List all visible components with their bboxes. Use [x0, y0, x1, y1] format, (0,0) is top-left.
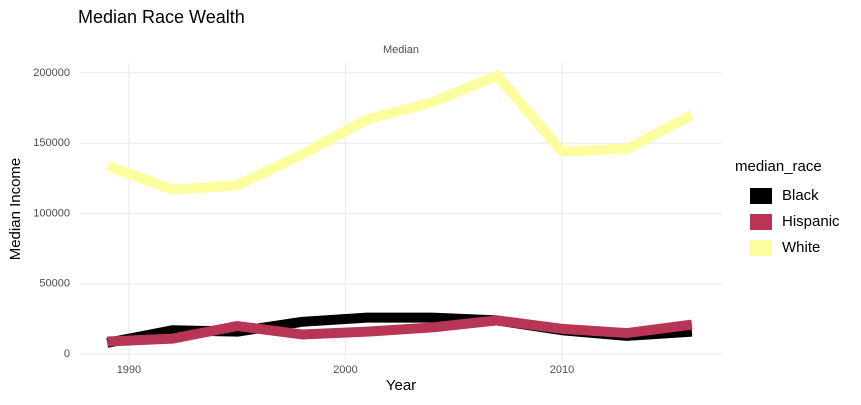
y-tick-label: 0	[64, 348, 70, 360]
legend-key	[750, 214, 772, 230]
x-tick-label: 2010	[550, 364, 574, 376]
facet-label: Median	[383, 44, 419, 56]
line	[107, 315, 693, 347]
legend-label: Black	[782, 187, 819, 204]
chart-title: Median Race Wealth	[78, 7, 245, 27]
y-tick-label: 200000	[33, 67, 70, 79]
line	[105, 70, 695, 195]
legend-title: median_race	[735, 158, 822, 175]
x-axis-title: Year	[386, 377, 416, 394]
legend-key	[750, 240, 772, 256]
legend-key	[750, 188, 772, 204]
legend-label: White	[782, 239, 820, 256]
y-tick-label: 50000	[39, 278, 70, 290]
y-axis-title: Median Income	[7, 158, 24, 261]
x-tick-label: 1990	[117, 364, 141, 376]
legend-label: Hispanic	[782, 213, 840, 230]
y-tick-label: 150000	[33, 137, 70, 149]
x-tick-label: 2000	[333, 364, 357, 376]
y-tick-label: 100000	[33, 207, 70, 219]
